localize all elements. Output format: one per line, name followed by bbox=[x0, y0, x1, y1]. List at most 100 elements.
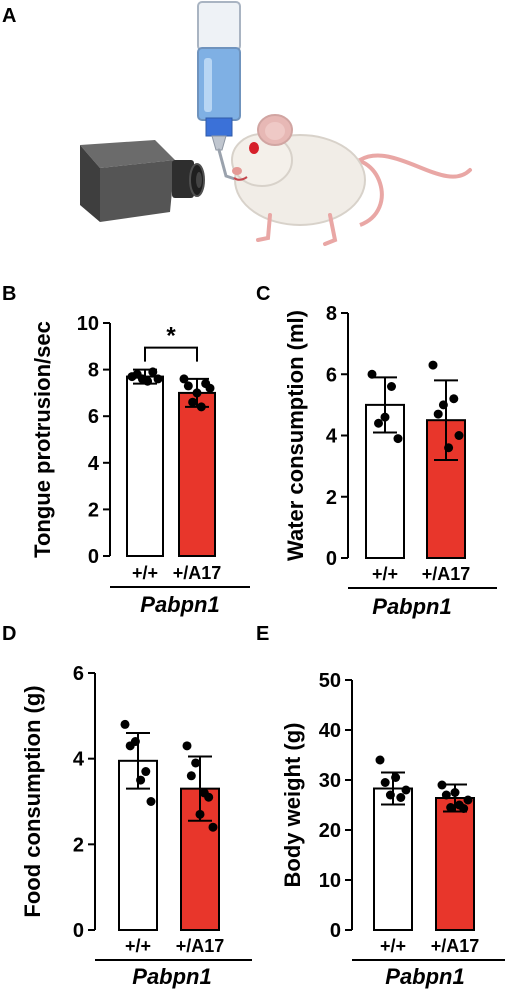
data-point bbox=[441, 790, 451, 800]
panel-letter-d: D bbox=[2, 623, 16, 645]
chart-tongue-protrusion: 0 2 4 6 8 10 Tongue protrusion/sec +/+ +/A17 Pabp… bbox=[30, 313, 250, 617]
y-axis-label: Body weight (g) bbox=[280, 723, 305, 888]
data-point bbox=[380, 412, 390, 422]
chart-food-consumption: 0 2 4 6 Food consumption (g) +/+ +/A17 Pabpn1 bbox=[20, 663, 252, 989]
data-point bbox=[428, 360, 438, 370]
data-point bbox=[433, 409, 443, 419]
data-point bbox=[188, 397, 198, 407]
data-point bbox=[120, 719, 130, 729]
data-point bbox=[182, 741, 192, 751]
data-point bbox=[208, 822, 218, 832]
data-point bbox=[186, 771, 196, 781]
y-tick-label: 4 bbox=[88, 453, 100, 475]
data-point bbox=[130, 737, 140, 747]
group-label: Pabpn1 bbox=[385, 964, 464, 989]
bar bbox=[126, 375, 164, 557]
data-point bbox=[385, 790, 395, 800]
chart-body-weight: 0 10 20 30 40 50 Body weight (g) +/+ +/A17 Pabpn1 bbox=[280, 670, 505, 989]
x-category-label: +/A17 bbox=[422, 564, 471, 584]
y-tick-label: 10 bbox=[319, 870, 341, 892]
y-tick-label: 2 bbox=[88, 499, 99, 521]
y-axis-label: Tongue protrusion/sec bbox=[30, 321, 55, 558]
group-label: Pabpn1 bbox=[132, 964, 211, 989]
panel-letter-e: E bbox=[256, 623, 269, 645]
data-point bbox=[143, 376, 153, 386]
y-tick-label: 4 bbox=[73, 749, 85, 771]
y-tick-label: 6 bbox=[73, 663, 84, 685]
y-tick-label: 8 bbox=[88, 360, 99, 382]
y-tick-label: 0 bbox=[326, 548, 337, 570]
data-point bbox=[454, 431, 464, 440]
data-point bbox=[367, 369, 377, 379]
data-point bbox=[196, 402, 206, 412]
data-point bbox=[396, 793, 406, 802]
data-point bbox=[141, 767, 151, 777]
x-category-label: +/+ bbox=[372, 564, 398, 584]
y-tick-label: 6 bbox=[326, 364, 337, 386]
data-point bbox=[179, 374, 189, 384]
bar bbox=[435, 797, 475, 931]
y-tick-label: 6 bbox=[88, 406, 99, 428]
y-tick-label: 2 bbox=[73, 834, 84, 856]
data-point bbox=[375, 755, 385, 765]
chart-water-consumption: 0 2 4 6 8 Water consumption (ml) +/+ +/A17 Pabpn… bbox=[283, 303, 497, 619]
data-point bbox=[391, 773, 401, 782]
data-point bbox=[459, 804, 469, 813]
y-tick-label: 30 bbox=[319, 770, 341, 792]
y-axis-label: Food consumption (g) bbox=[20, 685, 45, 917]
x-category-label: +/A17 bbox=[431, 936, 480, 956]
data-point bbox=[463, 795, 473, 805]
x-category-label: +/+ bbox=[380, 936, 406, 956]
data-point bbox=[450, 788, 460, 797]
data-point bbox=[374, 418, 383, 428]
x-category-label: +/+ bbox=[132, 563, 158, 583]
data-point bbox=[387, 382, 396, 391]
y-tick-label: 10 bbox=[77, 313, 99, 335]
x-category-label: +/+ bbox=[125, 936, 151, 956]
bar bbox=[180, 787, 220, 932]
y-tick-label: 2 bbox=[326, 487, 337, 509]
y-axis-label: Water consumption (ml) bbox=[283, 310, 308, 561]
data-point bbox=[183, 381, 193, 391]
y-tick-label: 0 bbox=[330, 920, 341, 942]
camera-icon bbox=[80, 140, 205, 222]
data-point bbox=[148, 367, 158, 377]
data-point bbox=[380, 778, 390, 787]
data-point bbox=[146, 797, 156, 806]
data-point bbox=[393, 434, 403, 444]
y-tick-label: 50 bbox=[319, 670, 341, 692]
water-bottle-icon bbox=[197, 1, 241, 182]
group-label: Pabpn1 bbox=[372, 594, 451, 619]
group-label: Pabpn1 bbox=[140, 592, 219, 617]
data-point bbox=[444, 443, 454, 453]
data-point bbox=[192, 388, 202, 398]
panel-letter-a: A bbox=[2, 5, 16, 27]
data-point bbox=[195, 809, 205, 819]
bar bbox=[373, 787, 413, 931]
y-tick-label: 20 bbox=[319, 820, 341, 842]
panel-letter-b: B bbox=[2, 283, 16, 305]
y-tick-label: 40 bbox=[319, 720, 341, 742]
significance-star: * bbox=[166, 323, 176, 350]
data-point bbox=[205, 383, 215, 393]
bar bbox=[178, 391, 216, 557]
significance-bracket bbox=[144, 346, 198, 362]
y-tick-label: 8 bbox=[326, 303, 337, 325]
data-point bbox=[136, 775, 146, 785]
panel-letter-c: C bbox=[256, 283, 270, 305]
data-point bbox=[191, 758, 201, 768]
y-tick-label: 4 bbox=[326, 426, 338, 448]
data-point bbox=[437, 780, 447, 790]
data-point bbox=[438, 400, 448, 410]
data-point bbox=[446, 803, 456, 812]
y-tick-label: 0 bbox=[73, 920, 84, 942]
y-tick-label: 0 bbox=[88, 546, 99, 568]
x-category-label: +/A17 bbox=[173, 563, 222, 583]
x-category-label: +/A17 bbox=[176, 936, 225, 956]
data-point bbox=[401, 785, 411, 795]
data-point bbox=[204, 792, 214, 802]
data-point bbox=[449, 394, 459, 404]
mouse-icon bbox=[231, 114, 472, 246]
data-point bbox=[153, 374, 163, 384]
